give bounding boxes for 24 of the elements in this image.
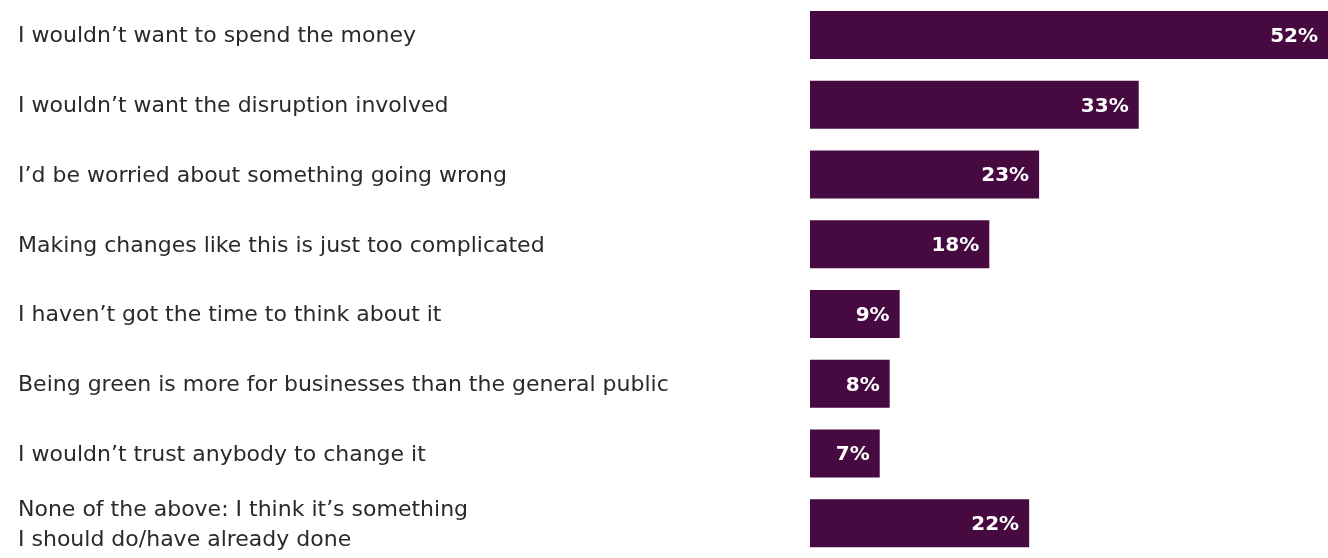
bar	[810, 80, 1139, 129]
data-label: 33%	[1080, 92, 1129, 117]
y-tick-label: Being green is more for businesses than the general public	[18, 371, 669, 397]
bar	[810, 499, 1030, 548]
y-tick-label: None of the above: I think it’s something I should do/have already done	[18, 495, 469, 551]
data-label: 22%	[971, 511, 1020, 536]
y-tick-label: I wouldn’t trust anybody to change it	[18, 440, 427, 466]
y-tick-label: Making changes like this is just too complicated	[18, 231, 545, 257]
y-tick-label: I wouldn’t want to spend the money	[18, 22, 416, 48]
y-tick-label: I’d be worried about something going wrong	[18, 161, 507, 187]
y-tick-label: I wouldn’t want the disruption involved	[18, 92, 449, 118]
data-label: 23%	[981, 162, 1030, 187]
y-tick-label: I haven’t got the time to think about it	[18, 301, 442, 327]
data-label: 7%	[835, 441, 870, 466]
data-label: 52%	[1270, 22, 1318, 47]
bar	[810, 429, 880, 478]
bar	[810, 289, 900, 338]
data-label: 9%	[855, 301, 890, 326]
bar	[810, 150, 1040, 199]
bar	[810, 220, 990, 269]
bar	[810, 10, 1328, 59]
data-label: 18%	[931, 232, 980, 257]
bar	[810, 359, 890, 408]
data-label: 8%	[845, 371, 880, 396]
